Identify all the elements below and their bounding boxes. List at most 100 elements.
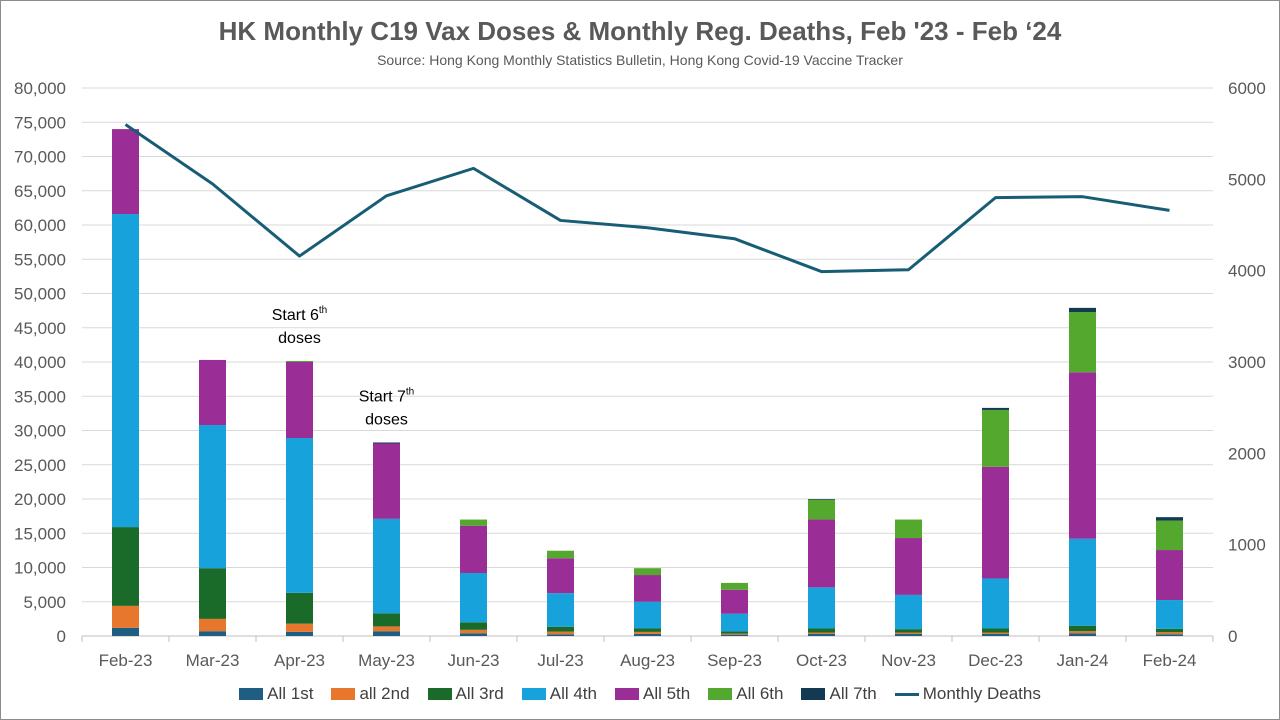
bar-segment xyxy=(1156,634,1183,636)
bar-segment xyxy=(895,633,922,636)
bar-segment xyxy=(808,587,835,629)
x-tick-label: Mar-23 xyxy=(186,651,240,670)
legend-item: all 2nd xyxy=(331,684,410,704)
bar-segment xyxy=(1156,628,1183,633)
y-left-tick-label: 45,000 xyxy=(14,319,66,338)
bar-segment xyxy=(373,613,400,627)
bar-segment xyxy=(895,632,922,634)
legend-item: All 7th xyxy=(801,684,877,704)
bar-segment xyxy=(895,519,922,539)
chart-title: HK Monthly C19 Vax Doses & Monthly Reg. … xyxy=(218,16,1062,46)
legend-swatch xyxy=(521,688,546,700)
y-right-tick-label: 1000 xyxy=(1228,536,1266,555)
bar-segment xyxy=(1069,633,1096,636)
chart-legend: All 1st all 2nd All 3rd All 4th All 5th All 6… xyxy=(0,684,1280,704)
bar-segment xyxy=(199,359,226,426)
legend-swatch xyxy=(894,692,919,696)
x-tick-label: Nov-23 xyxy=(881,651,936,670)
bar-segment xyxy=(112,605,139,628)
bar-segment xyxy=(982,578,1009,629)
bar-segment xyxy=(721,613,748,632)
bar-segment xyxy=(634,631,661,634)
bar-segment xyxy=(721,633,748,635)
bar-segment xyxy=(982,632,1009,634)
legend-swatch xyxy=(427,688,452,700)
bar-segment xyxy=(721,634,748,636)
x-tick-label: Jun-23 xyxy=(448,651,500,670)
y-left-tick-label: 10,000 xyxy=(14,559,66,578)
bar-segment xyxy=(112,527,139,606)
legend-label: All 7th xyxy=(829,684,877,703)
legend-item: All 1st xyxy=(239,684,313,704)
y-left-tick-label: 35,000 xyxy=(14,387,66,406)
x-tick-label: Oct-23 xyxy=(796,651,847,670)
y-right-tick-label: 3000 xyxy=(1228,353,1266,372)
legend-label: All 4th xyxy=(549,684,597,703)
x-tick-label: Sep-23 xyxy=(707,651,762,670)
bar-segment xyxy=(808,632,835,634)
bar-segment xyxy=(460,572,487,623)
legend-item: All 4th xyxy=(521,684,597,704)
bar-segment xyxy=(634,601,661,629)
y-left-tick-label: 15,000 xyxy=(14,524,66,543)
bar-segment xyxy=(1069,625,1096,632)
legend-item: All 5th xyxy=(614,684,691,704)
bar-segment xyxy=(460,633,487,636)
bar-segment xyxy=(286,438,313,593)
bar-segment xyxy=(982,407,1009,410)
y-left-tick-label: 60,000 xyxy=(14,216,66,235)
bar-segment xyxy=(1156,550,1183,601)
y-left-tick-label: 65,000 xyxy=(14,182,66,201)
bar-segment xyxy=(1156,632,1183,635)
legend-swatch xyxy=(708,688,733,700)
bar-segment xyxy=(460,622,487,630)
y-left-tick-label: 75,000 xyxy=(14,113,66,132)
bar-segment xyxy=(199,618,226,632)
x-tick-label: Jul-23 xyxy=(537,651,583,670)
legend-label: Monthly Deaths xyxy=(922,684,1041,703)
legend-label: All 5th xyxy=(642,684,691,703)
bar-segment xyxy=(286,362,313,439)
bar-segment xyxy=(547,558,574,594)
y-left-tick-label: 80,000 xyxy=(14,79,66,98)
x-tick-label: Jan-24 xyxy=(1057,651,1109,670)
bar-segment xyxy=(286,360,313,362)
bar-segment xyxy=(1069,311,1096,373)
y-left-tick-label: 50,000 xyxy=(14,285,66,304)
legend-label: All 1st xyxy=(267,684,314,703)
legend-swatch xyxy=(801,688,826,700)
y-right-tick-label: 6000 xyxy=(1228,79,1266,98)
bar-segment xyxy=(634,633,661,636)
legend-item: All 6th xyxy=(708,684,783,704)
bar-segment xyxy=(373,442,400,444)
y-left-tick-label: 5,000 xyxy=(23,593,66,612)
bar-segment xyxy=(721,589,748,614)
bar-segment xyxy=(1069,631,1096,634)
legend-swatch xyxy=(614,688,639,700)
bar-segment xyxy=(982,409,1009,467)
x-tick-label: Apr-23 xyxy=(274,651,325,670)
x-tick-label: Feb-23 xyxy=(99,651,153,670)
bar-segment xyxy=(721,582,748,590)
bar-segment xyxy=(547,626,574,632)
bar-segment xyxy=(982,628,1009,633)
bar-segment xyxy=(895,629,922,633)
bar-segment xyxy=(460,525,487,573)
x-tick-label: Feb-24 xyxy=(1143,651,1197,670)
bar-segment xyxy=(895,538,922,595)
bar-segment xyxy=(112,129,139,215)
annotation-label: Start 6th xyxy=(272,305,327,324)
bar-segment xyxy=(1156,520,1183,551)
legend-label: All 6th xyxy=(736,684,784,703)
y-left-tick-label: 70,000 xyxy=(14,148,66,167)
bar-segment xyxy=(808,628,835,633)
legend-swatch xyxy=(239,688,264,700)
bar-segment xyxy=(808,499,835,520)
deaths-line xyxy=(124,123,1170,274)
bar-segment xyxy=(112,214,139,528)
x-tick-label: Dec-23 xyxy=(968,651,1023,670)
bar-segment xyxy=(982,633,1009,636)
bar-segment xyxy=(808,499,835,500)
bar-segment xyxy=(373,518,400,614)
bar-segment xyxy=(460,519,487,526)
